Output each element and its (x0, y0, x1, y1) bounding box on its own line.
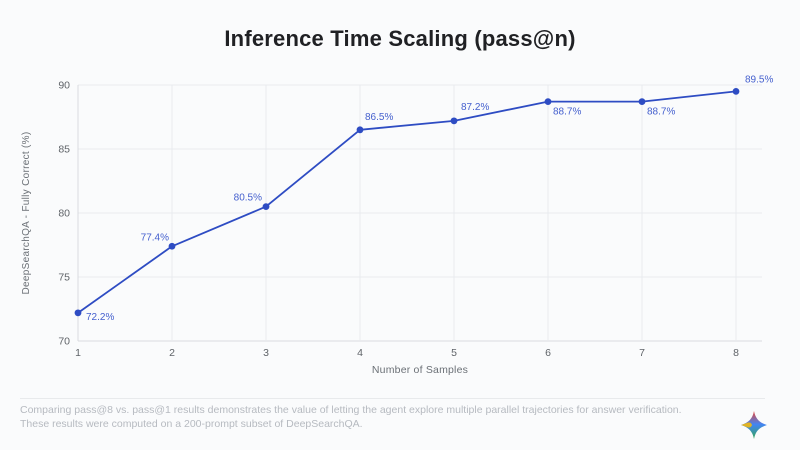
data-point (544, 98, 552, 106)
point-label: 77.4% (141, 232, 169, 243)
x-tick-label: 4 (357, 347, 363, 359)
footer-caption-line2: These results were computed on a 200-pro… (20, 417, 363, 430)
x-axis-title: Number of Samples (371, 364, 469, 376)
gemini-sparkle-logo (741, 411, 767, 439)
point-label: 86.5% (365, 112, 393, 123)
x-tick-label: 8 (733, 347, 739, 359)
x-tick-label: 3 (263, 347, 269, 359)
y-tick-label: 75 (58, 272, 70, 284)
sparkle-star (741, 411, 767, 439)
x-tick-label: 5 (451, 347, 457, 359)
data-point (732, 88, 740, 95)
data-point (356, 126, 364, 134)
x-tick-label: 2 (169, 347, 175, 359)
y-tick-label: 90 (58, 80, 70, 92)
y-tick-label: 85 (58, 144, 70, 156)
data-point (262, 203, 270, 211)
footer-caption: Comparing pass@8 vs. pass@1 results demo… (20, 404, 720, 431)
data-point (638, 98, 646, 106)
series-line (77, 90, 737, 314)
sparkle-left-point (741, 422, 753, 428)
point-label: 80.5% (234, 193, 262, 204)
point-label: 88.7% (553, 107, 581, 118)
footer-divider (20, 398, 765, 399)
point-label: 89.5% (745, 74, 773, 85)
data-point (168, 242, 176, 250)
point-label: 88.7% (647, 107, 675, 118)
x-tick-label: 1 (75, 347, 81, 359)
y-tick-label: 80 (58, 208, 70, 220)
x-tick-label: 7 (639, 347, 645, 359)
data-point (450, 117, 458, 125)
footer-caption-line1: Comparing pass@8 vs. pass@1 results demo… (20, 404, 682, 416)
chart-title: Inference Time Scaling (pass@n) (224, 26, 576, 51)
data-point (74, 309, 82, 317)
point-label: 72.2% (86, 312, 114, 323)
y-tick-label: 70 (58, 336, 70, 348)
point-label: 87.2% (461, 102, 489, 113)
x-tick-label: 6 (545, 347, 551, 359)
